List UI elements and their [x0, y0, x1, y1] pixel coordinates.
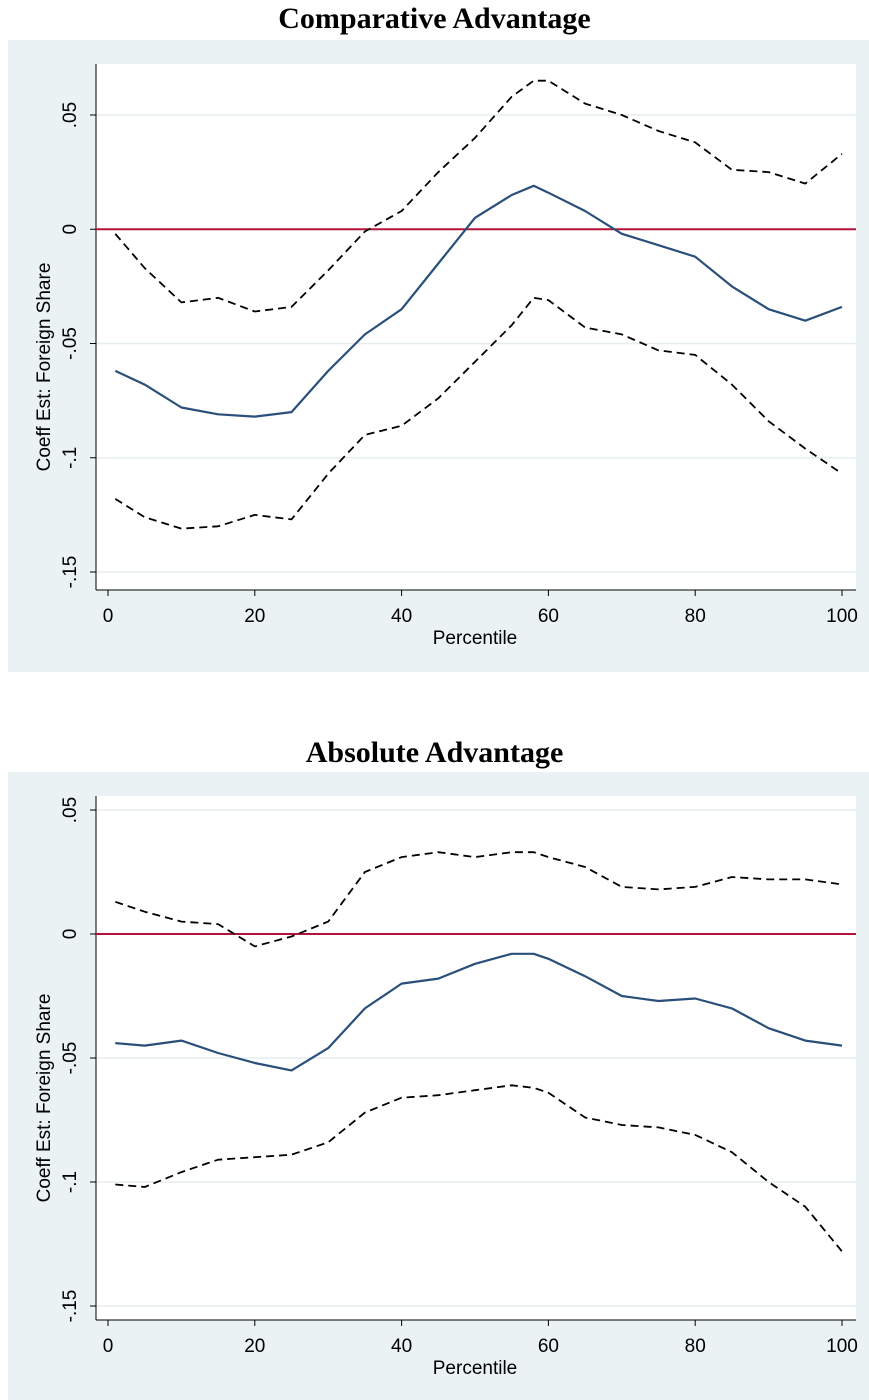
- series-line-upper-ci: [115, 851, 843, 948]
- y-axis-label: Coeff Est: Foreign Share: [34, 263, 55, 472]
- x-axis-label: Percentile: [433, 1358, 518, 1379]
- y-tick-label: -.15: [60, 556, 81, 589]
- x-tick-label: 40: [391, 606, 412, 627]
- chart-title-absolute: Absolute Advantage: [305, 736, 564, 769]
- series-line-estimate: [115, 952, 843, 1072]
- y-tick-label: .05: [60, 797, 81, 823]
- series-line-upper-ci: [114, 79, 843, 313]
- y-tick-label: -.1: [60, 447, 81, 469]
- absolute-advantage-chart: -.15 -.1 -.05 0 .05 0 20 40 60 80 100 Percentile Coe…: [8, 772, 869, 1400]
- y-tick-label: -.05: [60, 1042, 81, 1075]
- x-tick-label: 100: [826, 606, 858, 627]
- x-tick-label: 0: [103, 606, 114, 627]
- comparative-advantage-chart: -.15 -.1 -.05 0 .05 0 20 40 60 80 100 Percentile Coe…: [8, 40, 869, 672]
- plot-area: [96, 64, 856, 590]
- chart-title-comparative: Comparative Advantage: [278, 2, 591, 35]
- x-tick-label: 60: [538, 1336, 559, 1357]
- series-line-lower-ci: [114, 296, 843, 530]
- series-line-lower-ci: [115, 1084, 843, 1252]
- x-tick-label: 100: [826, 1336, 858, 1357]
- x-tick-label: 20: [244, 606, 265, 627]
- x-tick-label: 80: [685, 606, 706, 627]
- y-axis-label: Coeff Est: Foreign Share: [34, 994, 55, 1203]
- x-tick-label: 0: [103, 1336, 114, 1357]
- x-tick-label: 20: [244, 1336, 265, 1357]
- x-tick-label: 60: [538, 606, 559, 627]
- y-tick-label: 0: [60, 929, 81, 940]
- y-tick-label: 0: [60, 224, 81, 235]
- y-tick-label: -.1: [60, 1171, 81, 1193]
- x-axis-label: Percentile: [433, 628, 518, 649]
- y-tick-label: -.15: [60, 1290, 81, 1323]
- x-tick-label: 40: [391, 1336, 412, 1357]
- y-tick-label: -.05: [60, 327, 81, 360]
- x-tick-label: 80: [685, 1336, 706, 1357]
- series-line-estimate: [114, 184, 843, 418]
- y-tick-label: .05: [60, 102, 81, 128]
